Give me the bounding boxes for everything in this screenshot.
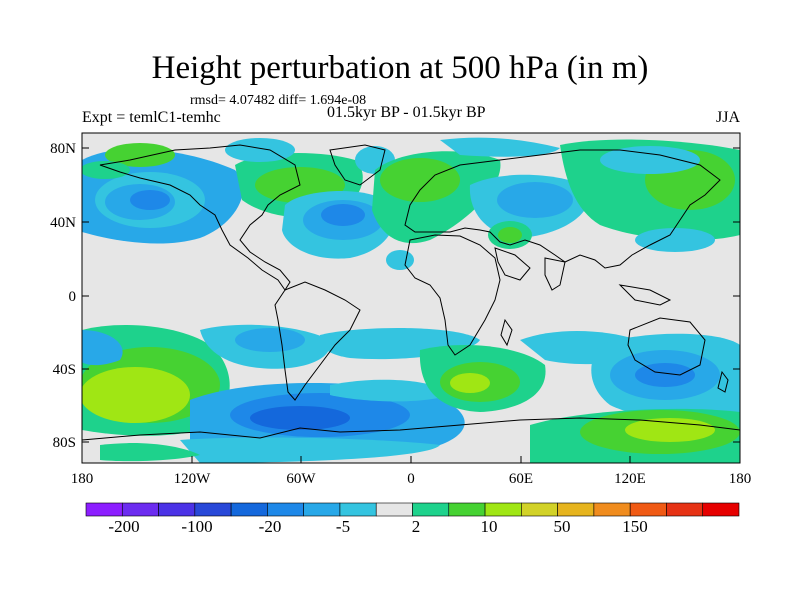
season-label: JJA: [715, 109, 740, 126]
colorbar-label: 150: [622, 517, 648, 536]
colorbar-swatch: [194, 502, 232, 517]
anomaly-europe-greenland: [372, 137, 560, 244]
stats-text: rmsd= 4.07482 diff= 1.694e-08: [190, 93, 367, 108]
colorbar-label: 2: [412, 517, 421, 536]
lon-ticks: [81, 456, 741, 463]
colorbar-label: 50: [554, 517, 571, 536]
lon-label-180e: 180: [729, 471, 752, 487]
map-plot-area: [82, 133, 740, 463]
colorbar-label: -100: [181, 517, 212, 536]
colorbar-swatch: [666, 502, 704, 517]
colorbar-swatch: [702, 502, 740, 517]
colorbar-swatch: [629, 502, 667, 517]
colorbar-swatch: [303, 502, 341, 517]
coastlines: [82, 144, 740, 441]
colorbar-swatch: [484, 502, 522, 517]
colorbar-swatch: [339, 502, 377, 517]
colorbar-swatch: [267, 502, 304, 517]
colorbar-label: -5: [336, 517, 350, 536]
experiment-label: Expt = temlC1-temhc: [82, 109, 221, 126]
lat-label-80n: 80N: [50, 141, 76, 157]
lat-label-80s: 80S: [53, 435, 76, 451]
period-label: 01.5kyr BP - 01.5kyr BP: [327, 104, 486, 121]
colorbar-swatch: [158, 502, 196, 517]
colorbar-swatch: [521, 502, 558, 517]
colorbar-swatch: [230, 502, 268, 517]
colorbar-swatch: [593, 502, 631, 517]
map-title: Height perturbation at 500 hPa (in m): [151, 50, 649, 86]
anomaly-south-atlantic: [190, 379, 465, 452]
anomaly-central-asia: [469, 174, 591, 249]
anomaly-antarctic: [100, 408, 740, 463]
colorbar-swatch: [375, 502, 413, 517]
colorbar-label: -20: [259, 517, 282, 536]
anomaly-australia: [591, 333, 740, 422]
colorbar-swatch: [85, 502, 123, 517]
colorbar-label: -200: [108, 517, 139, 536]
anomaly-east-asia: [560, 139, 740, 252]
anomaly-north-atlantic: [282, 190, 414, 270]
lon-label-0: 0: [407, 471, 415, 487]
lon-label-180w: 180: [71, 471, 94, 487]
lat-label-40s: 40S: [53, 362, 76, 378]
lat-label-eq: 0: [69, 289, 77, 305]
anomaly-south-indian: [419, 330, 650, 412]
lon-label-120w: 120W: [174, 471, 212, 487]
lon-label-60w: 60W: [286, 471, 316, 487]
colorbar-swatch: [557, 502, 595, 517]
lon-label-120e: 120E: [614, 471, 646, 487]
colorbar-swatch: [121, 502, 159, 517]
colorbar-swatch: [412, 502, 450, 517]
colorbar: [85, 502, 740, 517]
lat-ticks: [82, 147, 740, 443]
colorbar-swatch: [448, 502, 486, 517]
lat-label-40n: 40N: [50, 215, 76, 231]
colorbar-label: 10: [481, 517, 498, 536]
lon-label-60e: 60E: [509, 471, 533, 487]
